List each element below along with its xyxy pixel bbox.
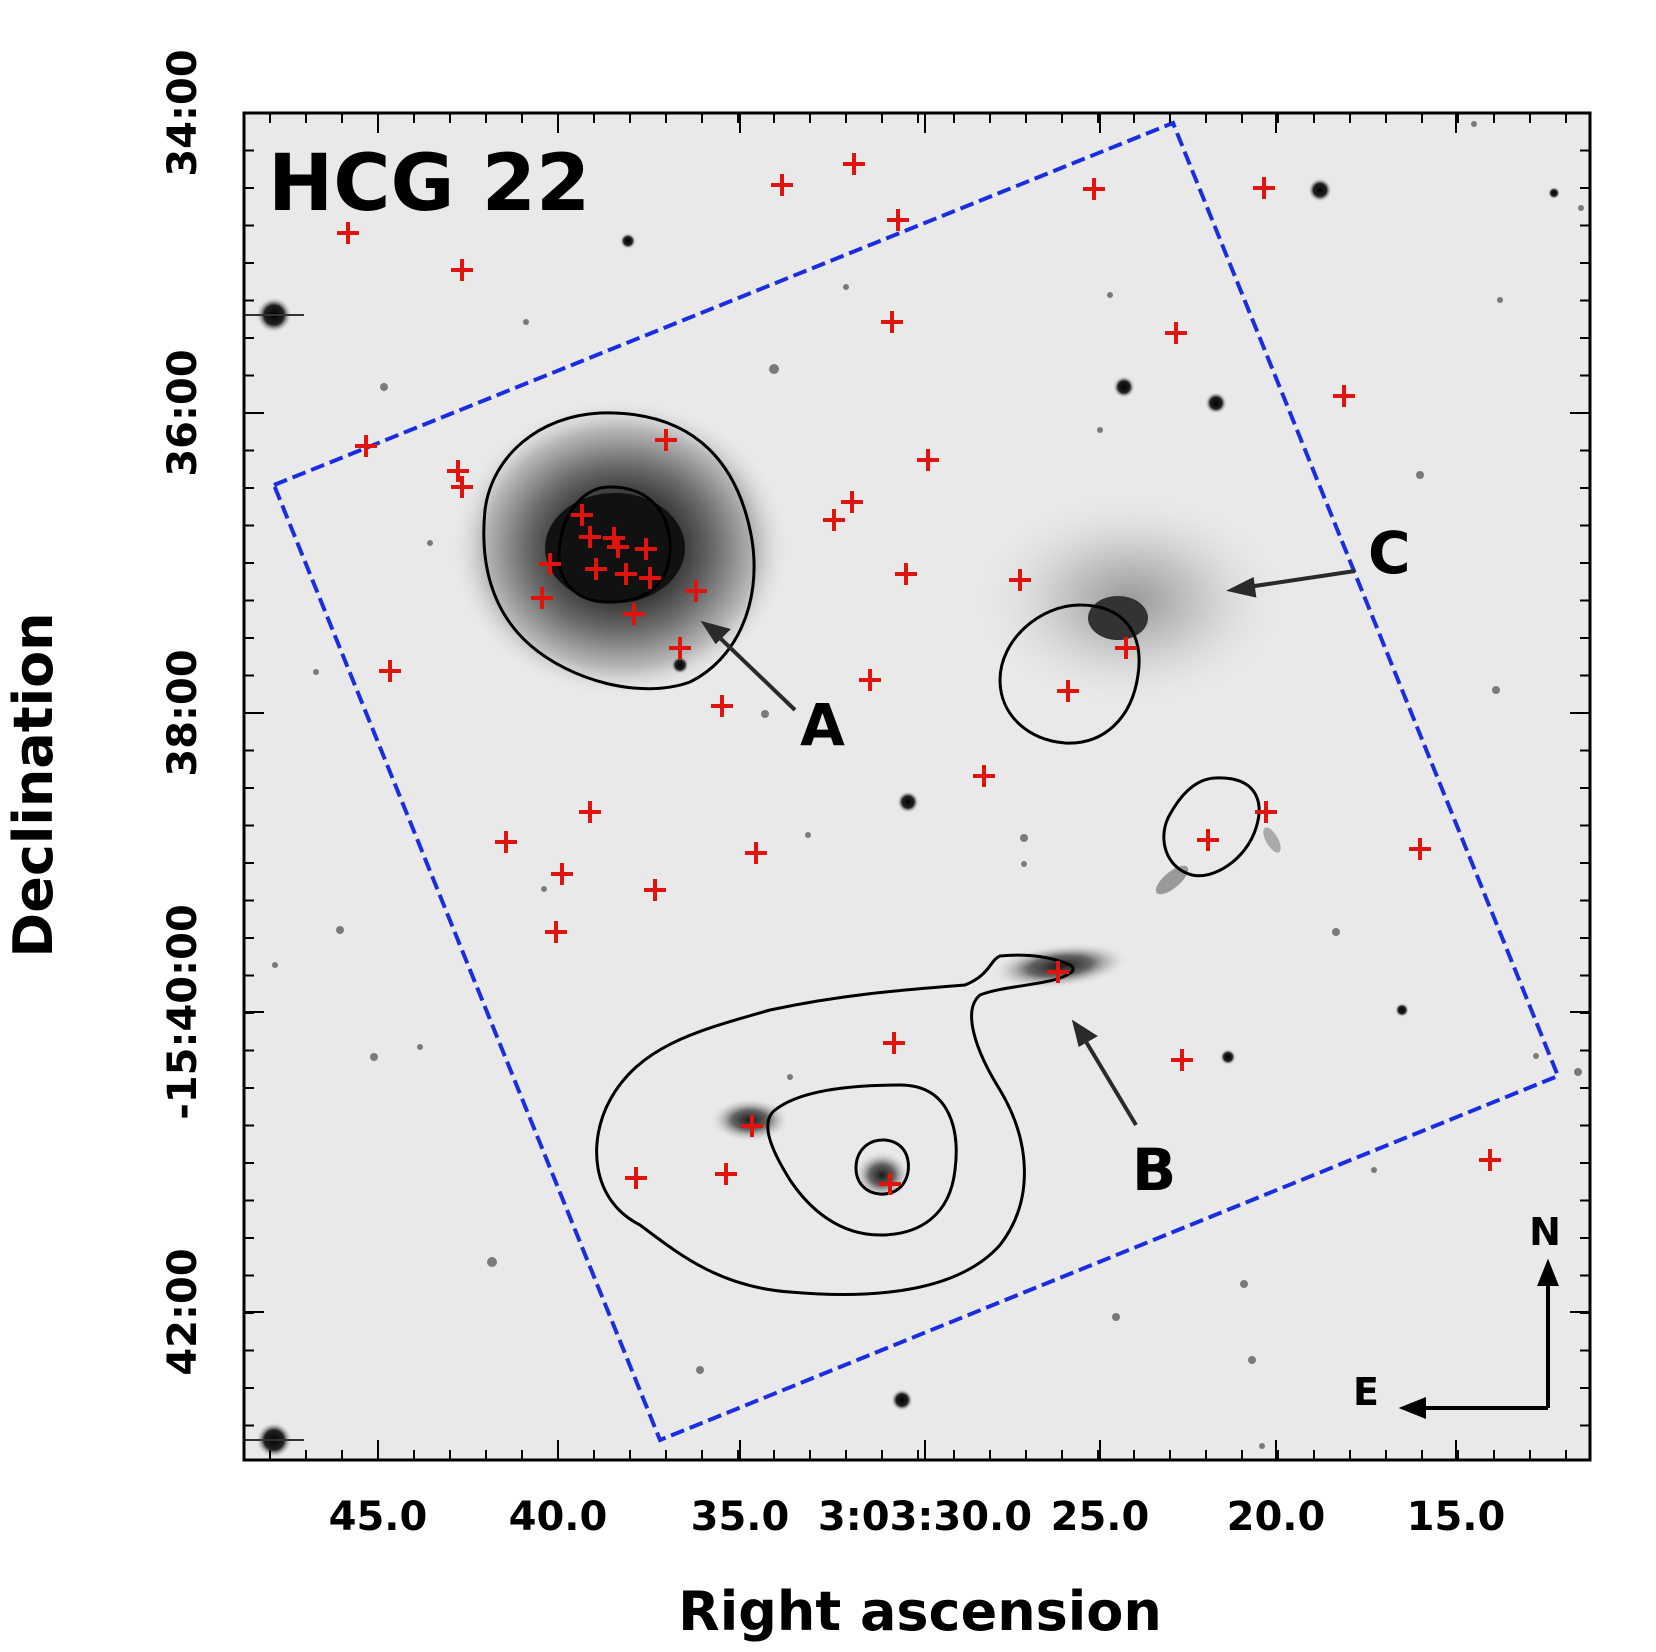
x-tick-label: 35.0 (691, 1494, 790, 1540)
red-cross-marker (571, 504, 593, 526)
x-tick-label: 45.0 (329, 1494, 428, 1540)
red-cross-marker (895, 563, 917, 585)
red-cross-marker (879, 1173, 901, 1195)
x-tick-label: 20.0 (1227, 1494, 1326, 1540)
red-cross-marker (655, 429, 677, 451)
red-cross-marker (545, 921, 567, 943)
contour-a-inner (557, 485, 672, 604)
red-cross-marker (859, 669, 881, 691)
red-cross-marker (711, 695, 733, 717)
red-cross-marker (973, 765, 995, 787)
red-cross-marker (451, 259, 473, 281)
y-axis-tick-labels: 34:00 36:00 38:00 -15:40:00 42:00 (160, 49, 206, 1375)
red-cross-marker (585, 558, 607, 580)
y-tick-label: 34:00 (160, 49, 206, 176)
red-cross-marker (1171, 1049, 1193, 1071)
red-cross-marker (579, 801, 601, 823)
red-cross-marker (635, 538, 657, 560)
label-b: B (1132, 1136, 1176, 1204)
red-cross-marker (887, 209, 909, 231)
red-cross-marker (1009, 569, 1031, 591)
red-cross-marker (1165, 322, 1187, 344)
galaxy-labels: A B C (800, 519, 1411, 1204)
red-cross-marker (1409, 838, 1431, 860)
red-cross-marker (615, 563, 637, 585)
sky-image (244, 113, 1590, 1460)
y-tick-label: 42:00 (160, 1248, 206, 1375)
contour-a-outer (482, 411, 756, 691)
red-cross-marker (741, 1115, 763, 1137)
red-cross-marker (623, 603, 645, 625)
compass-arrows-icon (1398, 1258, 1559, 1419)
red-cross-marker (451, 476, 473, 498)
red-cross-marker (551, 863, 573, 885)
red-cross-marker (1197, 829, 1219, 851)
red-cross-marker (917, 449, 939, 471)
red-cross-marker (715, 1163, 737, 1185)
red-cross-marker (843, 153, 865, 175)
label-c: C (1368, 519, 1411, 587)
galaxy-arrows (700, 569, 1356, 1127)
y-tick-label: 38:00 (160, 649, 206, 776)
red-cross-marker (669, 637, 691, 659)
red-cross-marker (771, 174, 793, 196)
axis-ticks (244, 112, 1590, 1460)
compass-east: E (1353, 1370, 1379, 1414)
x-tick-label: 25.0 (1051, 1494, 1150, 1540)
red-cross-marker (337, 222, 359, 244)
red-cross-marker (355, 435, 377, 457)
red-cross-marker (881, 311, 903, 333)
x-tick-label: 15.0 (1407, 1494, 1506, 1540)
contour-small (1162, 776, 1261, 878)
red-cross-marker (579, 526, 601, 548)
red-cross-marker (841, 491, 863, 513)
contour-south-mid (766, 1083, 958, 1237)
figure-title: HCG 22 (268, 139, 590, 229)
red-cross-marker (644, 879, 666, 901)
y-tick-label: 36:00 (160, 349, 206, 476)
red-cross-marker (1057, 680, 1079, 702)
red-cross-marker (685, 580, 707, 602)
red-cross-marker (539, 553, 561, 575)
red-cross-marker (1253, 177, 1275, 199)
compass-north: N (1529, 1210, 1561, 1254)
red-cross-marker (1479, 1149, 1501, 1171)
contour-c (998, 603, 1141, 745)
contour-south-inner (854, 1138, 910, 1196)
observation-footprint (271, 120, 1561, 1443)
contour-south-outer (595, 953, 1075, 1296)
red-cross-marker (495, 831, 517, 853)
red-cross-marker (1115, 637, 1137, 659)
red-cross-marker (625, 1167, 647, 1189)
red-cross-marker (823, 509, 845, 531)
y-axis-label: Declination (2, 612, 65, 957)
red-cross-marker (607, 536, 629, 558)
red-cross-marker (1083, 178, 1105, 200)
x-tick-label: 40.0 (509, 1494, 608, 1540)
red-cross-marker (447, 460, 469, 482)
red-cross-marker (745, 842, 767, 864)
x-axis-label: Right ascension (678, 1580, 1162, 1643)
red-cross-marker (1333, 385, 1355, 407)
red-cross-marker (379, 660, 401, 682)
x-tick-label: 3:03:30.0 (818, 1494, 1032, 1540)
y-tick-label: -15:40:00 (160, 904, 206, 1120)
red-cross-marker (1047, 961, 1069, 983)
red-cross-marker (639, 567, 661, 589)
red-cross-marker (883, 1032, 905, 1054)
x-axis-tick-labels: 45.0 40.0 35.0 3:03:30.0 25.0 20.0 15.0 (329, 1494, 1506, 1540)
red-cross-marker (531, 587, 553, 609)
red-cross-marker (1255, 801, 1277, 823)
label-a: A (800, 691, 845, 759)
source-markers (337, 153, 1501, 1195)
hi-contours (482, 411, 1261, 1296)
